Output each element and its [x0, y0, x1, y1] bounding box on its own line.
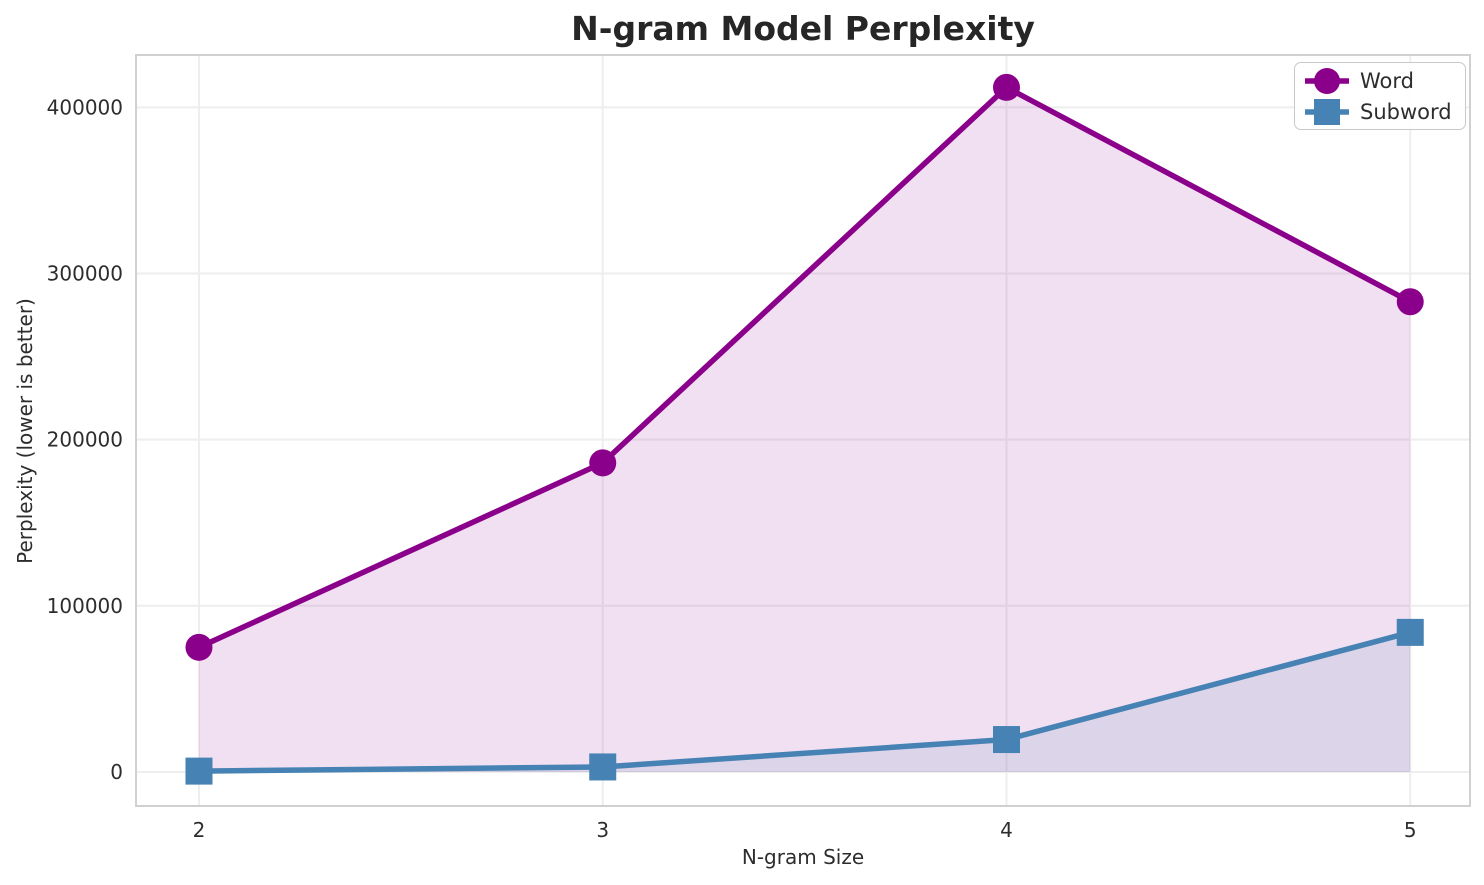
legend-label-word: Word	[1360, 68, 1414, 93]
word-area-fill	[198, 87, 1411, 772]
x-tick-label: 4	[1000, 818, 1013, 842]
subword-data-point	[992, 726, 1020, 754]
y-tick-label: 200000	[47, 428, 123, 452]
legend: Word Subword	[1294, 62, 1466, 130]
y-axis-label-container: Perplexity (lower is better)	[6, 55, 44, 806]
subword-data-point	[185, 757, 213, 785]
word-data-point	[589, 449, 617, 477]
word-data-point	[185, 633, 213, 661]
subword-data-point	[1396, 618, 1424, 646]
y-tick-label: 300000	[47, 261, 123, 285]
y-tick-label: 100000	[47, 594, 123, 618]
y-axis-label: Perplexity (lower is better)	[13, 297, 38, 564]
x-tick-label: 3	[596, 818, 609, 842]
plot-border	[135, 54, 1471, 807]
word-data-point	[992, 73, 1020, 101]
legend-label-subword: Subword	[1360, 99, 1452, 124]
subword-line-square-swatch	[1305, 98, 1349, 125]
word-data-point	[1396, 288, 1424, 316]
word-legend-marker	[1314, 67, 1340, 94]
x-tick-label: 5	[1404, 818, 1417, 842]
subword-area-fill	[198, 632, 1411, 772]
word-line-circle-swatch	[1305, 67, 1349, 94]
legend-item-subword: Subword	[1304, 96, 1465, 127]
legend-item-word: Word	[1304, 65, 1465, 96]
subword-series-line	[198, 629, 1411, 774]
chart-title: N-gram Model Perplexity	[571, 9, 1035, 48]
subword-legend-marker	[1314, 98, 1340, 125]
y-tick-label: 0	[110, 760, 123, 784]
x-axis-label: N-gram Size	[741, 845, 865, 869]
y-tick-label: 400000	[47, 95, 123, 119]
word-series-line	[197, 84, 1412, 650]
subword-data-point	[589, 753, 617, 781]
x-tick-label: 2	[193, 818, 206, 842]
